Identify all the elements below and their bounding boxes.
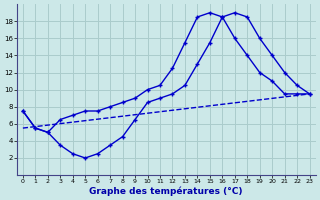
X-axis label: Graphe des températures (°C): Graphe des températures (°C) <box>90 186 243 196</box>
